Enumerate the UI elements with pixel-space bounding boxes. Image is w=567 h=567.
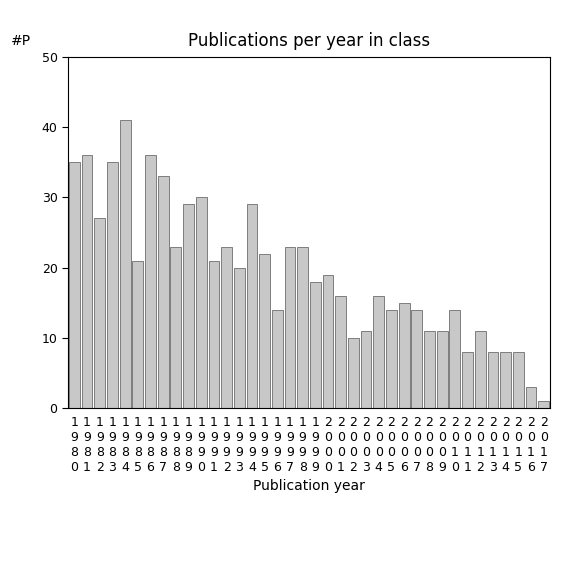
Bar <box>285 247 295 408</box>
Bar <box>145 155 156 408</box>
Bar <box>488 352 498 408</box>
Bar <box>234 268 244 408</box>
Bar <box>475 331 485 408</box>
Bar <box>82 155 92 408</box>
Bar <box>297 247 308 408</box>
Bar <box>335 296 346 408</box>
Bar <box>374 296 384 408</box>
Bar <box>69 162 80 408</box>
Bar <box>348 338 359 408</box>
Bar <box>424 331 435 408</box>
Bar <box>500 352 511 408</box>
Bar <box>399 303 409 408</box>
Bar <box>94 218 105 408</box>
Text: #P: #P <box>11 34 31 48</box>
Bar <box>526 387 536 408</box>
Bar <box>209 261 219 408</box>
Bar <box>183 204 194 408</box>
Bar <box>462 352 473 408</box>
Bar <box>310 282 321 408</box>
Bar <box>412 310 422 408</box>
Bar <box>158 176 168 408</box>
Bar <box>120 120 130 408</box>
Bar <box>196 197 206 408</box>
Bar <box>538 401 549 408</box>
Bar <box>513 352 524 408</box>
X-axis label: Publication year: Publication year <box>253 480 365 493</box>
Bar <box>259 253 270 408</box>
Bar <box>171 247 181 408</box>
Bar <box>221 247 232 408</box>
Bar <box>247 204 257 408</box>
Bar <box>272 310 283 408</box>
Bar <box>386 310 397 408</box>
Bar <box>450 310 460 408</box>
Bar <box>107 162 118 408</box>
Title: Publications per year in class: Publications per year in class <box>188 32 430 49</box>
Bar <box>323 274 333 408</box>
Bar <box>437 331 447 408</box>
Bar <box>361 331 371 408</box>
Bar <box>133 261 143 408</box>
